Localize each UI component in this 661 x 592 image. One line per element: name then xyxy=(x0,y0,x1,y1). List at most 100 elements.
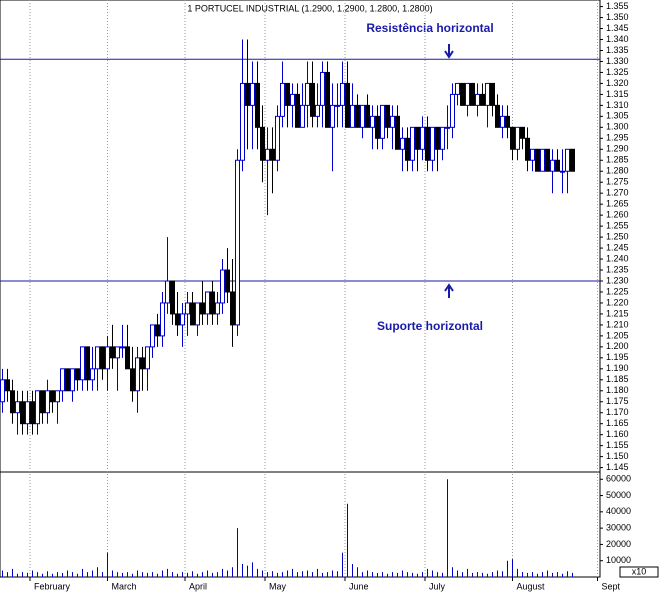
candle-body xyxy=(430,126,435,161)
candle-body xyxy=(490,82,495,106)
y-tick-label: 1.195 xyxy=(606,352,629,362)
candle-body xyxy=(305,82,310,106)
y-tick-label: 1.170 xyxy=(606,407,629,417)
y-tick-label: 1.220 xyxy=(606,297,629,307)
candle-body xyxy=(20,401,25,425)
candle-body xyxy=(55,390,60,403)
candle-body xyxy=(265,148,270,161)
candle-body xyxy=(170,280,175,315)
y-tick-label: 1.215 xyxy=(606,308,629,318)
y-tick-label: 1.145 xyxy=(606,462,629,472)
candle-body xyxy=(540,148,545,172)
candle-body xyxy=(390,115,395,128)
candle-body xyxy=(240,82,245,161)
candle-body xyxy=(190,302,195,326)
annotation: Resistência horizontal xyxy=(366,21,493,35)
candle-body xyxy=(515,126,520,150)
candle-body xyxy=(245,82,250,106)
candle-body xyxy=(90,368,95,381)
candle-body xyxy=(560,170,565,173)
candle-body xyxy=(520,126,525,139)
candle-body xyxy=(65,368,70,392)
y2-tick-label: 10000 xyxy=(606,555,631,565)
y-tick-label: 1.165 xyxy=(606,418,629,428)
candle-body xyxy=(470,82,475,106)
candle-body xyxy=(75,368,80,381)
candle-body xyxy=(310,82,315,117)
candle-body xyxy=(235,159,240,326)
candle-body xyxy=(155,324,160,337)
candle-body xyxy=(0,379,5,403)
y2-tick-label: 20000 xyxy=(606,539,631,549)
y-tick-label: 1.240 xyxy=(606,253,629,263)
candle-body xyxy=(30,401,35,425)
y-tick-label: 1.185 xyxy=(606,374,629,384)
arrow-up xyxy=(444,283,454,298)
candle-body xyxy=(145,346,150,370)
candle-body xyxy=(395,115,400,150)
candle-body xyxy=(550,159,555,172)
candle-body xyxy=(525,137,530,161)
candle-body xyxy=(200,302,205,315)
candle-body xyxy=(165,280,170,304)
candle-body xyxy=(60,368,65,392)
candle-body xyxy=(410,126,415,161)
y-tick-label: 1.355 xyxy=(606,1,629,11)
unit-box xyxy=(619,566,659,578)
candle-body xyxy=(105,346,110,370)
y2-tick-label: 50000 xyxy=(606,490,631,500)
y-tick-label: 1.330 xyxy=(606,56,629,66)
y-tick-label: 1.345 xyxy=(606,23,629,33)
y2-tick-label: 40000 xyxy=(606,506,631,516)
candle-body xyxy=(415,126,420,150)
candle-body xyxy=(365,104,370,128)
annotation: Suporte horizontal xyxy=(377,319,483,333)
candle-body xyxy=(565,148,570,172)
candle-body xyxy=(480,93,485,106)
candle-body xyxy=(500,115,505,128)
y-tick-label: 1.265 xyxy=(606,199,629,209)
candle-body xyxy=(360,104,365,128)
candle-body xyxy=(425,126,430,161)
candle-body xyxy=(320,71,325,106)
x-tick-label: June xyxy=(349,581,369,591)
y-tick-label: 1.320 xyxy=(606,78,629,88)
candle-body xyxy=(215,302,220,315)
y-tick-label: 1.315 xyxy=(606,89,629,99)
candle-body xyxy=(375,115,380,139)
candle-body xyxy=(160,302,165,337)
candle-body xyxy=(35,390,40,425)
candle-body xyxy=(295,93,300,128)
candle-body xyxy=(530,148,535,161)
candle-body xyxy=(205,291,210,315)
x-tick-label: March xyxy=(112,581,137,591)
candle-body xyxy=(255,82,260,128)
arrow-down xyxy=(444,44,454,59)
candle-body xyxy=(45,390,50,414)
candle-body xyxy=(315,104,320,117)
candle-body xyxy=(345,82,350,128)
candle-body xyxy=(455,82,460,95)
candle-body xyxy=(330,104,335,128)
y-tick-label: 1.350 xyxy=(606,12,629,22)
candle-body xyxy=(210,291,215,315)
candle-body xyxy=(570,148,575,172)
y-tick-label: 1.155 xyxy=(606,440,629,450)
candle-body xyxy=(220,269,225,304)
y-tick-label: 1.285 xyxy=(606,155,629,165)
candle-body xyxy=(250,82,255,106)
candle-body xyxy=(50,390,55,403)
candle-body xyxy=(125,346,130,370)
candle-body xyxy=(140,357,145,370)
y-tick-label: 1.305 xyxy=(606,111,629,121)
candle-body xyxy=(15,401,20,414)
y-tick-label: 1.290 xyxy=(606,144,629,154)
candle-body xyxy=(555,159,560,172)
candle-body xyxy=(100,346,105,370)
x-tick-label: July xyxy=(429,581,446,591)
y-tick-label: 1.180 xyxy=(606,385,629,395)
y-tick-label: 1.340 xyxy=(606,34,629,44)
x-tick-label: August xyxy=(517,581,546,591)
candle-body xyxy=(340,82,345,106)
y-tick-label: 1.335 xyxy=(606,45,629,55)
